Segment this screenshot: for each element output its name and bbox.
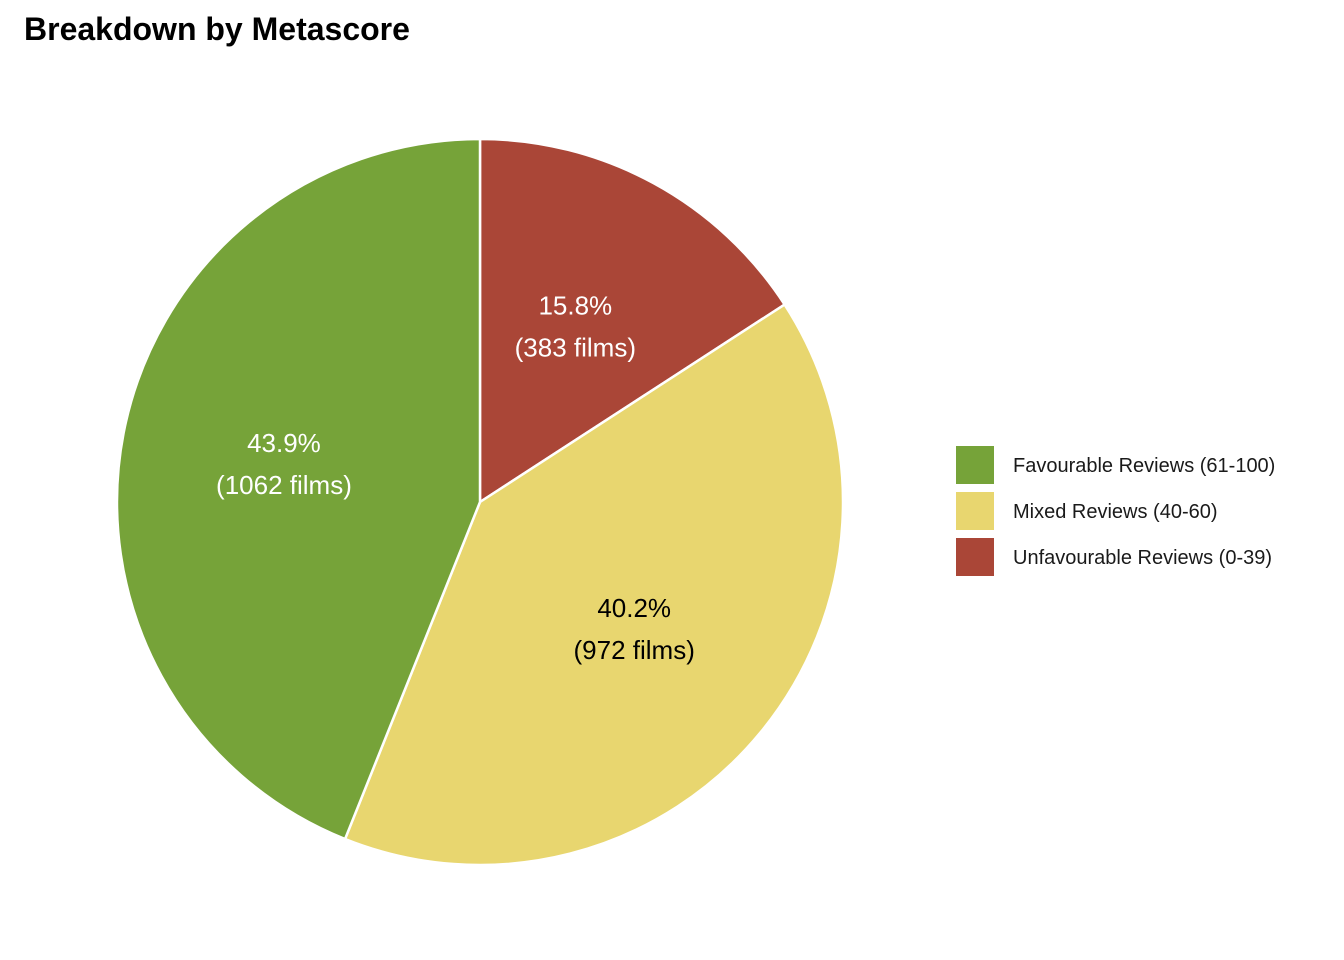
slice-count-label: (972 films) — [574, 635, 695, 665]
legend-label-unfavourable-reviews-0-39: Unfavourable Reviews (0-39) — [1013, 547, 1272, 569]
legend-label-mixed-reviews-40-60: Mixed Reviews (40-60) — [1013, 501, 1218, 523]
legend: Favourable Reviews (61-100) Mixed Reviews… — [954, 444, 1275, 578]
legend-label-favourable-reviews-61-100: Favourable Reviews (61-100) — [1013, 455, 1275, 477]
legend-swatch-unfavourable-reviews-0-39 — [954, 536, 996, 578]
chart-title: Breakdown by Metascore — [24, 11, 410, 47]
slice-percent-label: 43.9% — [247, 428, 321, 458]
pie-slice-unfavourable-reviews-0-39 — [478, 137, 786, 504]
pie-slice-favourable-reviews-61-100 — [115, 137, 482, 841]
pie-slices — [115, 137, 845, 867]
legend-swatch-favourable-reviews-61-100 — [954, 444, 996, 486]
pie-slice-labels: 15.8% (383 films) 40.2% (972 films) 43.9% (10… — [216, 291, 695, 665]
pie-slice-mixed-reviews-40-60 — [343, 303, 845, 867]
slice-count-label: (383 films) — [515, 333, 636, 363]
slice-percent-label: 15.8% — [538, 291, 612, 321]
legend-swatch-mixed-reviews-40-60 — [954, 490, 996, 532]
slice-percent-label: 40.2% — [597, 593, 671, 623]
slice-count-label: (1062 films) — [216, 470, 352, 500]
